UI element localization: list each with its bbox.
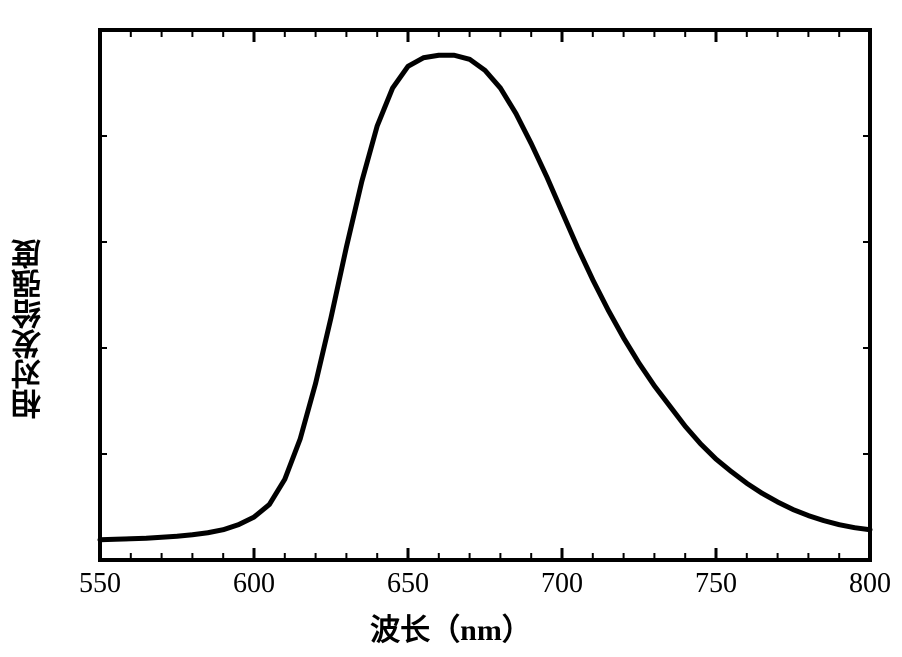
y-axis-label: 相对发给强度 xyxy=(8,239,52,419)
x-axis-label: 波长（nm） xyxy=(370,605,532,649)
x-tick-label: 650 xyxy=(387,568,429,600)
chart-svg xyxy=(0,0,902,657)
x-tick-label: 600 xyxy=(233,568,275,600)
x-tick-label: 750 xyxy=(695,568,737,600)
x-tick-label: 800 xyxy=(849,568,891,600)
x-tick-label: 700 xyxy=(541,568,583,600)
spectrum-chart: 相对发给强度 波长（nm） 550 600 650 700 750 800 xyxy=(0,0,902,657)
x-tick-label: 550 xyxy=(79,568,121,600)
